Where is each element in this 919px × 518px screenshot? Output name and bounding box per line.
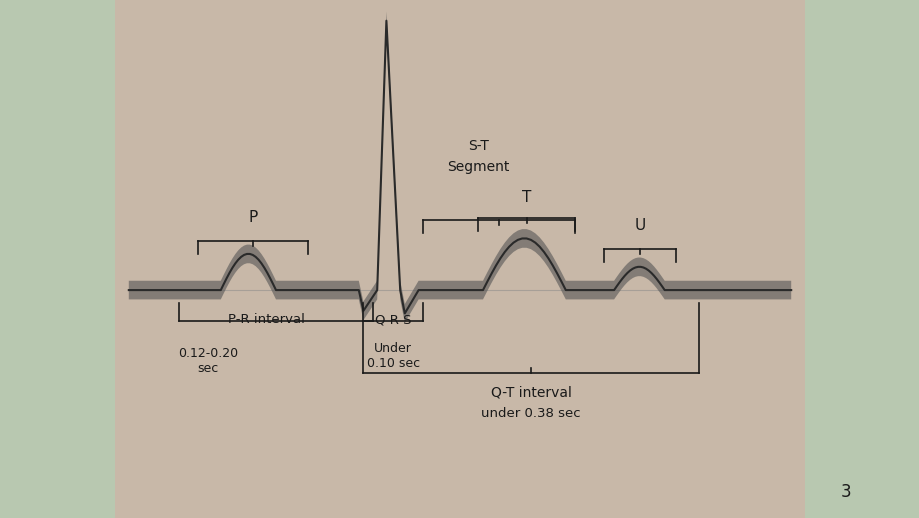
Text: Q R S: Q R S bbox=[375, 313, 411, 326]
Text: P-R interval: P-R interval bbox=[228, 313, 305, 326]
Polygon shape bbox=[129, 11, 790, 323]
FancyBboxPatch shape bbox=[115, 0, 804, 518]
Text: P: P bbox=[248, 210, 257, 225]
Text: 3: 3 bbox=[840, 483, 851, 501]
Text: Q-T interval: Q-T interval bbox=[491, 386, 571, 400]
Text: Segment: Segment bbox=[447, 160, 509, 174]
Text: S-T: S-T bbox=[468, 139, 488, 153]
Text: under 0.38 sec: under 0.38 sec bbox=[481, 407, 581, 420]
Text: T: T bbox=[521, 190, 531, 205]
Text: U: U bbox=[634, 218, 645, 233]
Text: Under
0.10 sec: Under 0.10 sec bbox=[367, 342, 419, 370]
Text: 0.12-0.20
sec: 0.12-0.20 sec bbox=[178, 347, 238, 375]
